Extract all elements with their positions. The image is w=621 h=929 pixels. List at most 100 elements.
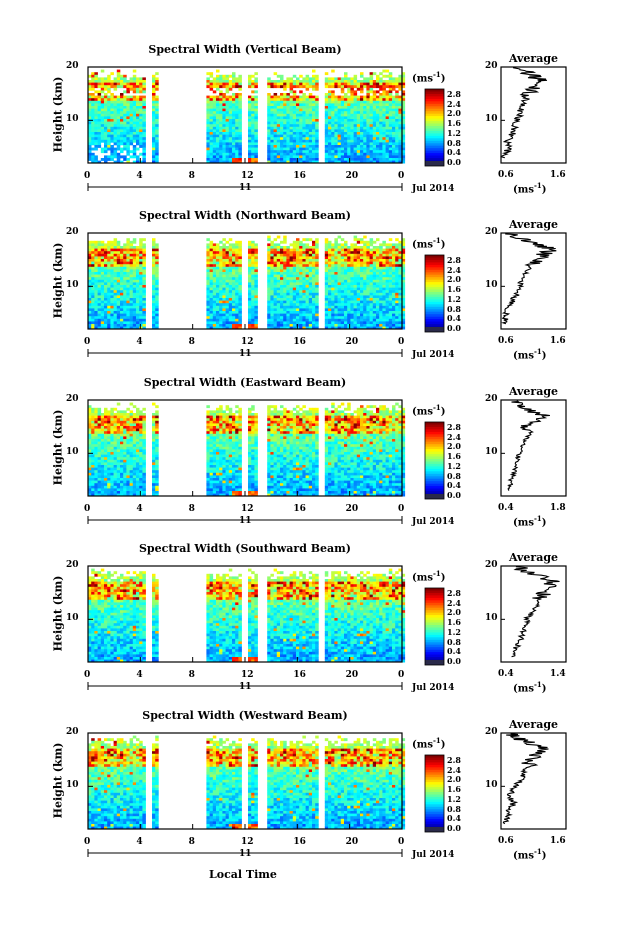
heatmap-cell (344, 119, 348, 122)
heatmap-cell (366, 100, 370, 104)
heatmap-cell (238, 145, 242, 148)
heatmap-cell (219, 290, 223, 294)
heatmap-cell (398, 80, 402, 83)
heatmap-cell (292, 134, 297, 138)
heatmap-cell (94, 266, 98, 270)
heatmap-cell (209, 139, 214, 143)
heatmap-cell (155, 326, 159, 330)
heatmap-cell (315, 326, 319, 330)
heatmap-cell (296, 82, 300, 86)
heatmap-cell (347, 95, 351, 99)
heatmap-cell (369, 261, 374, 265)
heatmap-cell (312, 80, 316, 83)
heatmap-cell (129, 259, 134, 262)
heatmap-cell (328, 264, 332, 268)
heatmap-cell (254, 300, 258, 304)
heatmap-cell (398, 119, 402, 122)
heatmap-cell (324, 155, 329, 159)
heatmap-cell (344, 326, 348, 330)
colorbar-segment (425, 282, 444, 285)
heatmap-cell (337, 160, 342, 164)
heatmap-cell (104, 119, 108, 122)
heatmap-cell (235, 126, 239, 130)
heatmap-cell (369, 295, 374, 299)
heatmap-cell (116, 139, 121, 143)
heatmap-cell (350, 129, 354, 133)
heatmap-cell (379, 137, 383, 141)
heatmap-cell (97, 248, 102, 252)
heatmap-cell (385, 147, 390, 151)
heatmap-cell (302, 82, 306, 86)
heatmap-cell (312, 147, 316, 151)
heatmap-cell (398, 313, 402, 317)
heatmap-cell (132, 90, 137, 94)
heatmap-cell (328, 150, 332, 154)
heatmap-cell (331, 85, 335, 89)
heatmap-cell (302, 132, 306, 135)
heatmap-cell (366, 160, 370, 164)
heatmap-cell (382, 311, 386, 314)
heatmap-cell (276, 253, 281, 257)
heatmap-cell (401, 147, 406, 151)
heatmap-cell (225, 139, 230, 143)
heatmap-cell (344, 72, 348, 76)
heatmap-cell (152, 77, 156, 81)
heatmap-cell (296, 98, 300, 102)
heatmap-cell (116, 243, 121, 247)
heatmap-cell (353, 285, 358, 288)
heatmap-cell (254, 285, 258, 288)
heatmap-cell (340, 150, 345, 154)
heatmap-cell (372, 145, 377, 148)
heatmap-cell (379, 87, 383, 91)
heatmap-cell (139, 152, 143, 156)
heatmap-cell (222, 290, 226, 294)
heatmap-cell (360, 292, 364, 296)
heatmap-cell (251, 298, 255, 301)
heatmap-cell (219, 142, 223, 146)
heatmap-cell (366, 272, 370, 275)
heatmap-cell (132, 321, 137, 325)
heatmap-cell (331, 259, 335, 262)
heatmap-cell (305, 152, 310, 156)
heatmap-cell (126, 124, 130, 128)
heatmap-cell (238, 93, 242, 96)
heatmap-cell (369, 113, 374, 117)
heatmap-cell (97, 139, 102, 143)
heatmap-cell (385, 259, 390, 262)
heatmap-cell (139, 121, 143, 125)
heatmap-cell (139, 326, 143, 330)
heatmap-cell (254, 318, 258, 322)
heatmap-cell (395, 121, 399, 125)
heatmap-cell (142, 305, 146, 309)
heatmap-cell (308, 238, 313, 242)
heatmap-cell (366, 321, 370, 325)
heatmap-cell (379, 266, 383, 270)
heatmap-cell (280, 300, 284, 304)
heatmap-cell (270, 147, 274, 151)
heatmap-cell (238, 150, 242, 154)
heatmap-cell (132, 326, 137, 330)
heatmap-cell (289, 145, 294, 148)
heatmap-cell (376, 272, 380, 275)
heatmap-cell (324, 142, 329, 146)
heatmap-cell (286, 311, 290, 314)
heatmap-cell (100, 300, 105, 304)
heatmap-cell (212, 103, 217, 107)
heatmap-cell (267, 235, 271, 239)
heatmap-cell (216, 311, 220, 314)
heatmap-cell (206, 300, 210, 304)
heatmap-cell (305, 266, 310, 270)
heatmap-cell (350, 93, 354, 96)
heatmap-cell (94, 326, 98, 330)
heatmap-cell (379, 129, 383, 133)
heatmap-cell (155, 77, 159, 81)
heatmap-cell (315, 108, 319, 112)
heatmap-cell (152, 147, 156, 151)
panel-0 (87, 66, 567, 191)
colorbar (424, 88, 445, 167)
heatmap-cell (331, 248, 335, 252)
heatmap-cell (395, 290, 399, 294)
heatmap-cell (379, 82, 383, 86)
heatmap-cell (228, 279, 233, 283)
heatmap-cell (337, 103, 342, 107)
